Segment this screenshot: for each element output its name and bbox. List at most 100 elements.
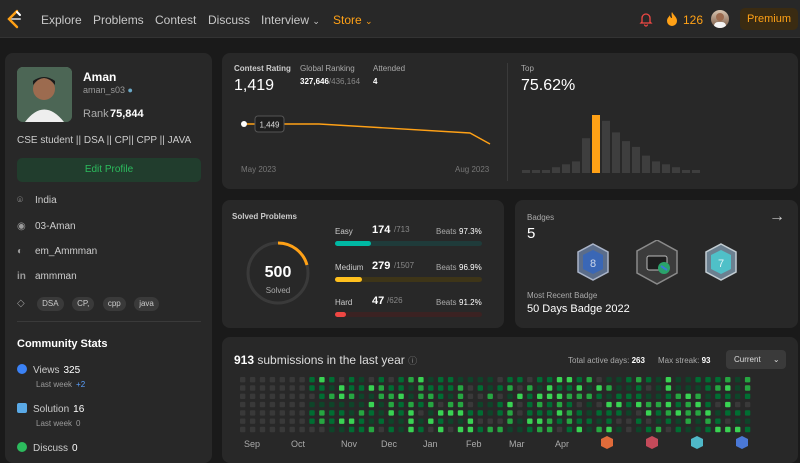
heatmap-cell [240,393,246,399]
heatmap-cell [477,426,483,433]
info-icon[interactable]: ⓘ [408,356,418,366]
premium-button[interactable]: Premium [740,8,798,30]
heatmap-cell [715,393,721,399]
heatmap-cell [596,401,602,408]
location-icon: ⌾ [17,195,23,206]
heatmap-cell [457,377,464,383]
heatmap-cell [556,401,563,408]
heatmap-cell [477,418,483,424]
streak-count[interactable]: 126 [683,13,704,27]
notification-bell-icon[interactable] [638,11,654,27]
heatmap-cell [626,410,632,416]
heatmap-cell [566,377,573,383]
flame-icon[interactable] [665,11,679,27]
heatmap-cell [329,377,335,383]
heatmap-cell [744,401,751,408]
max-streak: Max streak: 93 [658,356,711,365]
tag-item[interactable]: cpp [102,297,126,311]
histogram-bar [572,161,580,173]
heatmap-cell [675,377,681,383]
heatmap-cell [408,426,414,433]
heatmap-cell [665,418,672,424]
nav-discuss[interactable]: Discuss [208,13,251,27]
heatmap-cell [428,401,434,408]
heatmap-cell [398,385,404,391]
heatmap-cell [477,410,483,416]
verified-icon: ● [127,85,133,95]
heatmap-cell [428,385,434,391]
heatmap-cell [447,426,454,433]
svg-text:8: 8 [590,258,596,270]
nav-contest[interactable]: Contest [155,13,197,27]
heatmap-cell [438,410,444,416]
nav-interview[interactable]: Interview ⌄ [261,13,320,27]
heatmap-cell [596,377,602,383]
heatmap-cell [586,410,592,416]
heatmap-cell [665,393,672,399]
heatmap-cell [665,377,672,383]
heatmap-cell [388,410,394,416]
svg-text:7: 7 [718,258,724,270]
views-last-week: Last week +2 [36,380,86,389]
user-avatar[interactable] [711,10,729,28]
month-label: Feb [466,439,482,449]
year-dropdown[interactable]: Current ⌄ [726,350,786,369]
heatmap-cell [289,418,295,424]
heatmap-cell [467,418,474,424]
heatmap-cell [259,393,266,399]
heatmap-cell [685,377,691,383]
heatmap-cell [655,377,662,383]
chart-end-label: Aug 2023 [455,165,490,174]
leetcode-logo[interactable] [6,9,24,29]
linkedin-row[interactable]: in ammman [17,271,77,282]
heatmap-cell [616,385,622,391]
arrow-right-icon[interactable]: → [769,208,785,225]
nav-problems[interactable]: Problems [93,13,144,27]
heatmap-cell [418,401,424,408]
hard-progress-fill [335,312,347,317]
tag-item[interactable]: CP, [72,297,95,311]
heatmap-cell [319,385,325,391]
heatmap-cell [467,426,474,433]
heatmap-cell [596,393,602,399]
heatmap-cell [705,410,711,416]
heatmap-cell [606,385,612,391]
hard-progress-track [335,312,482,317]
twitter-row[interactable]: ◐ em_Ammman [17,246,98,257]
heatmap-cell [259,410,266,416]
heatmap-cell [339,410,345,416]
heatmap-cell [606,418,612,424]
heatmap-cell [715,418,721,424]
heatmap-cell [289,393,295,399]
nav-explore[interactable]: Explore [41,13,82,27]
heatmap-cell [477,377,483,383]
heatmap-cell [309,401,315,408]
heatmap-cell [378,418,384,424]
heatmap-cell [636,393,642,399]
tag-item[interactable]: DSA [37,297,64,311]
heatmap-cell [358,393,365,399]
heatmap-cell [497,377,503,383]
heatmap-cell [497,385,503,391]
hard-total: /626 [387,296,403,305]
mini-badge-icon [601,436,613,449]
heatmap-cell [388,393,394,399]
beats-label: Beats [436,263,457,272]
heatmap-cell [596,426,602,433]
github-row[interactable]: ◉ 03-Aman [17,221,76,232]
heatmap-cell [358,401,365,408]
heatmap-cell [259,401,266,408]
histogram-bar [542,170,550,173]
medium-label: Medium [335,263,364,272]
heatmap-cell [744,385,751,391]
tag-item[interactable]: java [134,297,159,311]
heatmap-cell [319,418,325,424]
histogram-bar [642,155,650,173]
histogram-bar [672,167,680,173]
heatmap-cell [537,393,543,399]
badge-7-icon: 7 [705,243,737,281]
edit-profile-button[interactable]: Edit Profile [17,158,201,182]
heatmap-cell [744,393,751,399]
location-row: ⌾ India [17,195,57,206]
nav-store[interactable]: Store ⌄ [333,13,373,27]
